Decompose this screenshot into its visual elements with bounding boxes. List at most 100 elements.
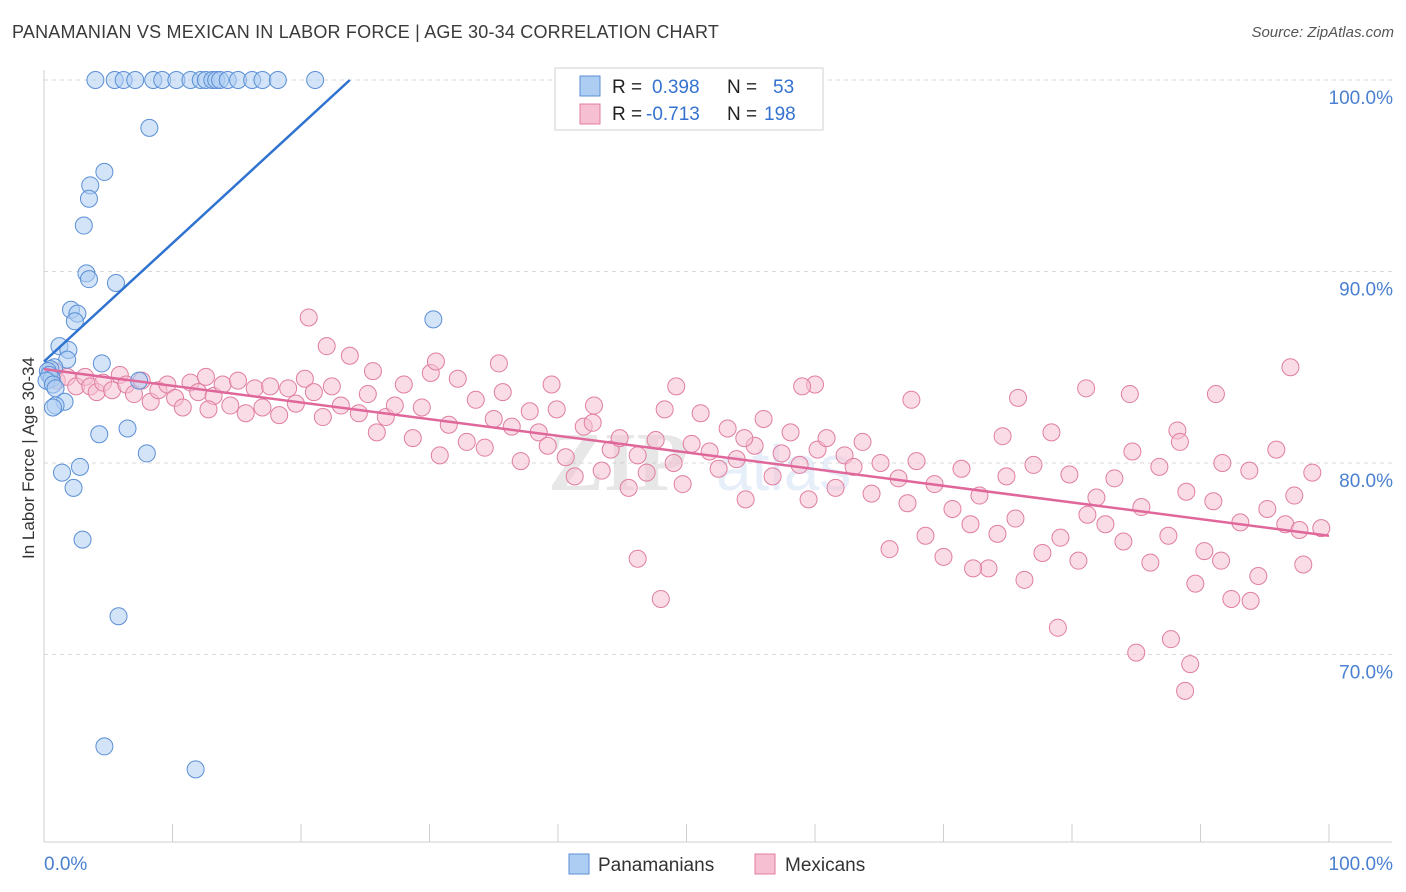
axes	[43, 70, 1392, 843]
x-ticks	[43, 824, 1330, 842]
panamanian-point	[306, 71, 325, 89]
mexican-point	[1170, 432, 1189, 451]
mexican-point	[1024, 455, 1043, 474]
panamanian-point	[64, 478, 83, 497]
mexican-point	[448, 369, 467, 388]
mexican-point	[502, 417, 521, 436]
legend-n-value-1: 53	[773, 77, 794, 98]
mexican-point	[279, 379, 298, 398]
mexican-point	[1285, 486, 1304, 505]
panamanian-point	[109, 607, 128, 626]
mexican-point	[790, 455, 809, 474]
x-tick-label-max: 100.0%	[1329, 854, 1394, 875]
mexican-point	[655, 400, 674, 419]
mexican-point	[592, 461, 611, 480]
mexican-point	[817, 429, 836, 448]
mexican-point	[322, 377, 341, 396]
mexican-point	[317, 337, 336, 356]
bottom-legend-swatch-mexicans	[754, 853, 776, 875]
mexican-point	[862, 484, 881, 503]
mexican-point	[988, 524, 1007, 543]
mexican-point	[1141, 553, 1160, 572]
mexican-point	[1249, 566, 1268, 585]
mexican-point	[1033, 544, 1052, 563]
mexican-point	[1222, 589, 1241, 608]
mexican-point	[484, 409, 503, 428]
panamanian-point	[126, 71, 145, 89]
mexican-point	[261, 377, 280, 396]
mexican-point	[799, 490, 818, 509]
mexican-point	[673, 475, 692, 494]
mexican-point	[583, 413, 602, 432]
mexican-point	[871, 454, 890, 472]
mexican-point	[173, 398, 192, 417]
mexican-point	[1213, 454, 1232, 472]
mexican-point	[457, 432, 476, 451]
mexican-point	[1150, 457, 1169, 476]
mexican-point	[1060, 465, 1079, 484]
legend-r-label-2: R =	[612, 104, 642, 125]
mexican-point	[426, 352, 445, 371]
panamanian-point	[74, 216, 93, 235]
mexican-point	[199, 400, 218, 419]
mexican-point	[1048, 618, 1067, 637]
mexican-point	[489, 354, 508, 373]
mexican-point	[1120, 385, 1139, 404]
mexican-point	[538, 436, 557, 455]
mexican-point	[547, 400, 566, 419]
mexican-point	[340, 346, 359, 365]
mexican-point	[997, 467, 1016, 486]
mexican-point	[781, 423, 800, 442]
legend-n-label-2: N =	[727, 104, 757, 125]
mexican-point	[793, 377, 812, 396]
mexican-point	[1006, 509, 1025, 528]
mexican-point	[691, 404, 710, 423]
legend-r-value-2: -0.713	[646, 104, 700, 125]
mexican-point	[229, 371, 248, 390]
mexican-point	[763, 467, 782, 486]
mexican-point	[270, 406, 289, 425]
mexican-point	[943, 499, 962, 518]
mexican-point	[331, 396, 350, 415]
legend-r-value-1: 0.398	[652, 77, 700, 98]
mexican-point	[349, 404, 368, 423]
mexican-point	[1177, 482, 1196, 501]
y-axis-label: In Labor Force | Age 30-34	[19, 357, 38, 559]
panamanian-point	[253, 71, 272, 89]
trend-lines	[43, 79, 1330, 538]
mexican-point	[511, 452, 530, 471]
mexican-point	[898, 494, 917, 513]
mexican-point	[493, 383, 512, 402]
mexican-point	[1312, 519, 1331, 538]
mexican-point	[907, 452, 926, 471]
legend-n-label-1: N =	[727, 77, 757, 98]
mexican-point	[1127, 643, 1146, 662]
y-tick-label: 90.0%	[1339, 280, 1393, 301]
mexican-point	[236, 404, 255, 423]
mexican-point	[682, 434, 701, 453]
mexican-point	[1303, 463, 1322, 482]
series-legend: Panamanians Mexicans	[568, 853, 865, 876]
mexican-point	[826, 478, 845, 497]
mexican-point	[299, 308, 318, 327]
mexican-point	[1009, 388, 1028, 407]
mexican-point	[964, 559, 983, 578]
mexican-point	[367, 423, 386, 442]
mexican-point	[295, 369, 314, 388]
source-credit: Source: ZipAtlas.com	[1251, 24, 1394, 41]
bottom-legend-label-panamanians: Panamanians	[598, 855, 714, 876]
mexican-point	[667, 377, 686, 396]
mexican-point	[304, 383, 323, 402]
mexican-point	[961, 515, 980, 534]
panamanian-point	[70, 457, 89, 476]
mexican-point	[542, 375, 561, 394]
panamanian-point	[118, 419, 137, 438]
mexican-point	[1258, 499, 1277, 518]
mexican-point	[619, 478, 638, 497]
panamanian-point	[52, 463, 71, 482]
bottom-legend-swatch-panamanians	[568, 853, 590, 875]
mexican-point	[189, 383, 208, 402]
panamanian-point	[95, 737, 114, 756]
stats-legend: R = 0.398 N = 53 R = -0.713 N = 198	[554, 67, 824, 131]
mexican-point	[466, 390, 485, 409]
